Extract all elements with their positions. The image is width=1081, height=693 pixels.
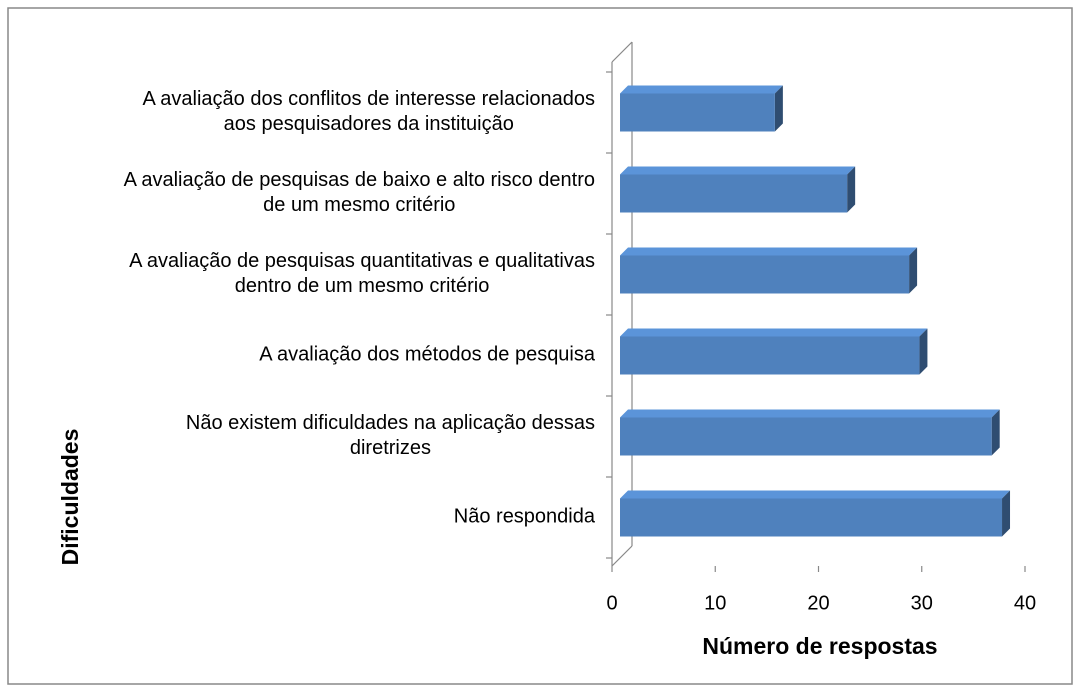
bar-front — [620, 336, 920, 375]
bar-top — [620, 409, 1000, 418]
bar-top — [620, 166, 856, 175]
y-tick-label: Não existem dificuldades na aplicação de… — [186, 412, 595, 459]
wall-edge — [611, 545, 633, 567]
bar-side — [909, 247, 918, 294]
y-tick-label: A avaliação dos métodos de pesquisa — [259, 344, 596, 366]
wall-edge — [611, 41, 633, 63]
bar-top — [620, 328, 928, 337]
y-tick-label: A avaliação de pesquisas de baixo e alto… — [124, 169, 595, 216]
bar — [620, 328, 928, 375]
x-tick-label: 40 — [1014, 592, 1036, 614]
bar-front — [620, 174, 848, 213]
bar-side — [774, 85, 783, 132]
y-tick-label: A avaliação de pesquisas quantitativas e… — [129, 250, 595, 297]
bar — [620, 409, 1000, 456]
bar-side — [847, 166, 856, 213]
x-tick-label: 20 — [807, 592, 829, 614]
bar-top — [620, 247, 918, 256]
x-axis-title: Número de respostas — [702, 633, 937, 659]
y-axis-title: Dificuldades — [57, 429, 83, 566]
x-tick-label: 30 — [911, 592, 933, 614]
bar-top — [620, 85, 783, 94]
y-tick-label: Não respondida — [454, 506, 596, 528]
bar-top — [620, 490, 1011, 499]
bar-front — [620, 498, 1003, 537]
bar — [620, 490, 1011, 537]
bar — [620, 166, 856, 213]
bar-side — [919, 328, 928, 375]
x-tick-label: 10 — [704, 592, 726, 614]
bar-front — [620, 93, 775, 132]
bar-front — [620, 255, 910, 294]
y-tick-label: A avaliação dos conflitos de interesse r… — [143, 88, 596, 135]
bar — [620, 247, 918, 294]
bar-side — [991, 409, 1000, 456]
bar — [620, 85, 783, 132]
x-tick-label: 0 — [606, 592, 617, 614]
bar-front — [620, 417, 992, 456]
bar-side — [1002, 490, 1011, 537]
